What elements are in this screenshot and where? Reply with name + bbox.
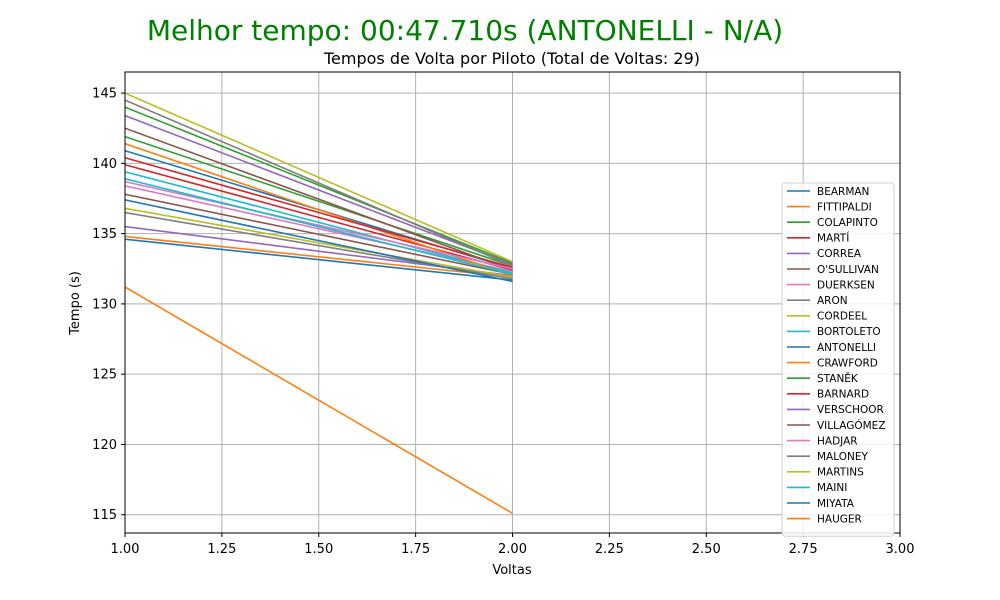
- series-line: [124, 180, 513, 270]
- x-axis-label: Voltas: [492, 563, 532, 578]
- series-line: [124, 163, 513, 271]
- series-line: [124, 171, 513, 274]
- series-line: [124, 99, 513, 267]
- series-line: [124, 92, 513, 263]
- x-tick-label: 3.00: [886, 542, 915, 557]
- legend-entry: MALONEY: [817, 451, 868, 463]
- x-tick-label: 2.75: [789, 542, 818, 557]
- legend-entry: FITTIPALDI: [817, 201, 872, 213]
- legend: BEARMAN FITTIPALDI COLAPINTO MARTÍ CORREA O'S…: [781, 182, 895, 537]
- series-line: [124, 156, 513, 269]
- legend-entry: BORTOLETO: [817, 326, 881, 338]
- y-tick-label: 115: [92, 508, 117, 523]
- x-axis: 1.00 1.25 1.50 1.75 2.00 2.25 2.50 2.75 3.00: [111, 533, 915, 557]
- series-lines: [124, 92, 513, 515]
- x-tick-label: 2.25: [595, 542, 624, 557]
- legend-entry: MAINI: [817, 482, 847, 494]
- series-line: [124, 286, 513, 515]
- legend-entry: CORREA: [817, 248, 862, 260]
- x-tick-label: 1.50: [304, 542, 333, 557]
- legend-entry: STANĚK: [817, 372, 859, 385]
- y-axis: 115 120 125 130 135 140 145: [92, 87, 125, 523]
- y-tick-label: 125: [92, 368, 117, 383]
- legend-entry: CRAWFORD: [817, 357, 878, 369]
- legend-entry: MARTINS: [817, 467, 864, 479]
- x-tick-label: 1.25: [207, 542, 236, 557]
- legend-entry: BEARMAN: [817, 186, 869, 198]
- grid-lines: [124, 72, 901, 533]
- y-tick-label: 140: [92, 157, 117, 172]
- legend-entry: VERSCHOOR: [817, 404, 884, 416]
- series-line: [124, 193, 513, 276]
- series-line: [124, 106, 513, 264]
- chart-suptitle: Melhor tempo: 00:47.710s (ANTONELLI - N/…: [147, 14, 783, 47]
- x-tick-label: 1.00: [111, 542, 140, 557]
- x-tick-label: 2.00: [498, 542, 527, 557]
- legend-entry: MARTÍ: [817, 232, 849, 245]
- legend-entry: MIYATA: [817, 498, 855, 510]
- series-line: [124, 207, 513, 278]
- x-tick-label: 2.50: [692, 542, 721, 557]
- series-line: [124, 238, 513, 281]
- series-line: [124, 178, 513, 276]
- series-line: [124, 185, 513, 273]
- legend-entry: HAUGER: [817, 513, 862, 525]
- y-tick-label: 135: [92, 227, 117, 242]
- series-line: [124, 114, 513, 266]
- y-tick-label: 120: [92, 438, 117, 453]
- legend-entry: DUERKSEN: [817, 279, 875, 291]
- series-line: [124, 135, 513, 267]
- y-tick-label: 130: [92, 297, 117, 312]
- legend-entry: O'SULLIVAN: [817, 264, 879, 276]
- legend-entry: ARON: [817, 295, 848, 307]
- legend-entry: VILLAGÓMEZ: [817, 419, 886, 432]
- legend-entry: ANTONELLI: [817, 342, 876, 354]
- legend-entry: CORDEEL: [817, 311, 867, 323]
- series-line: [124, 235, 513, 278]
- chart-title: Tempos de Volta por Piloto (Total de Vol…: [323, 49, 700, 68]
- legend-box: [781, 182, 895, 537]
- y-tick-label: 145: [92, 87, 117, 102]
- series-line: [124, 127, 513, 271]
- legend-entry: HADJAR: [817, 435, 858, 447]
- series-line: [124, 199, 513, 283]
- x-tick-label: 1.75: [401, 542, 430, 557]
- legend-entry: BARNARD: [817, 389, 869, 401]
- legend-entry: COLAPINTO: [817, 217, 878, 229]
- y-axis-label: Tempo (s): [68, 271, 83, 336]
